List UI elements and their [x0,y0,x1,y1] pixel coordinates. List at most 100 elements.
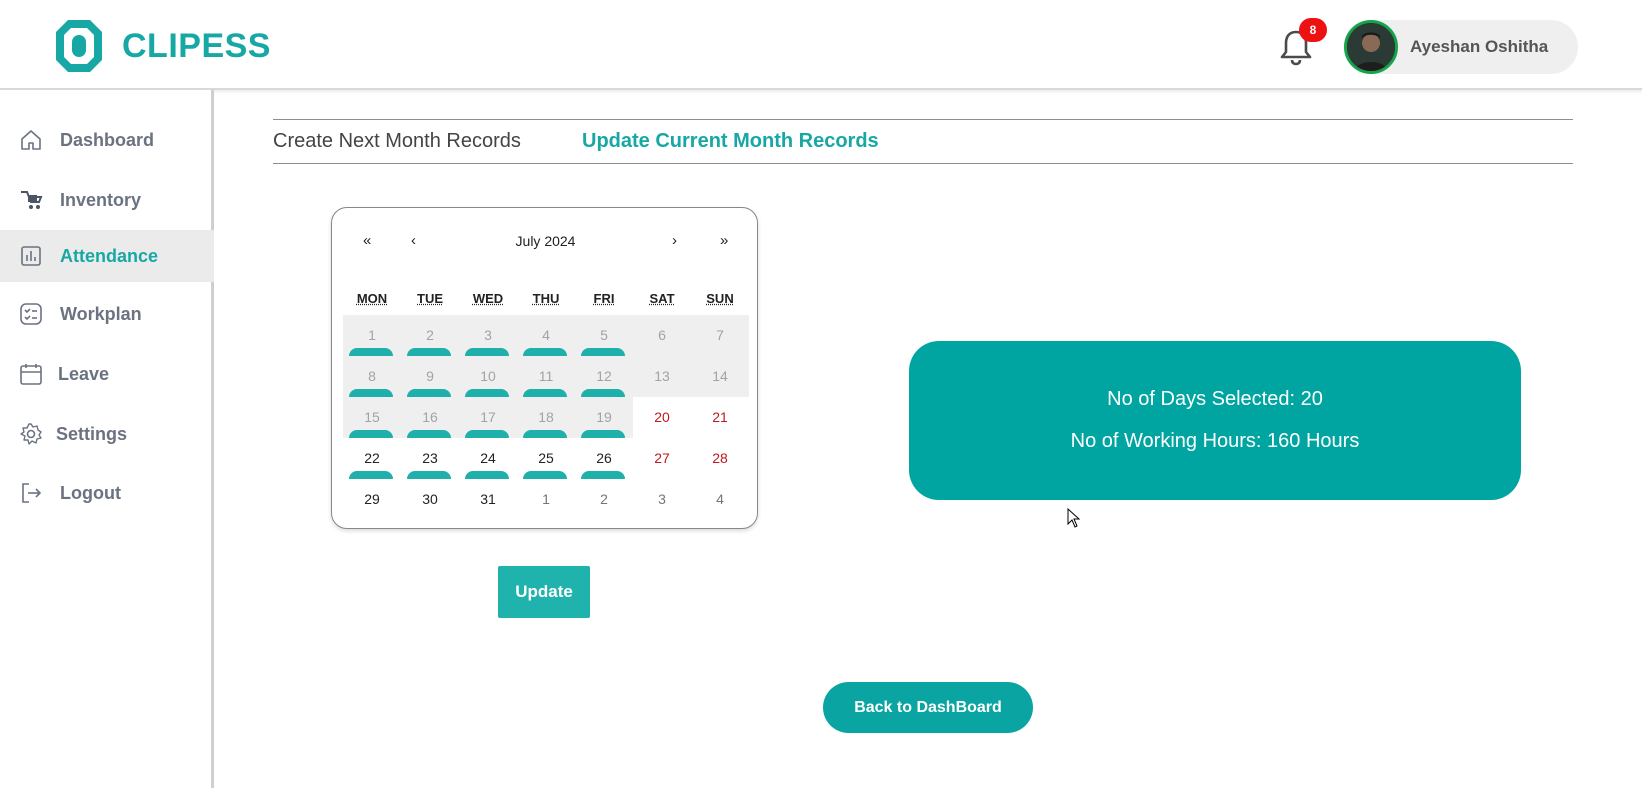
day-number: 2 [426,327,434,343]
selected-day-marker [465,389,509,397]
calendar-day[interactable]: 18 [517,397,575,438]
sidebar-item-settings[interactable]: Settings [0,408,214,460]
calendar-day[interactable]: 25 [517,438,575,479]
selected-day-marker [523,389,567,397]
sidebar-item-dashboard[interactable]: Dashboard [0,114,214,166]
sidebar-item-inventory[interactable]: Inventory [0,174,214,226]
calendar-day[interactable]: 15 [343,397,401,438]
calendar-day[interactable]: 17 [459,397,517,438]
month-label[interactable]: July 2024 [515,233,576,249]
calendar-day[interactable]: 26 [575,438,633,479]
calendar-day[interactable]: 1 [343,315,401,356]
calendar-day[interactable]: 14 [691,356,749,397]
calendar-day[interactable]: 1 [517,479,575,520]
selected-day-marker [465,348,509,356]
selected-day-marker [581,471,625,479]
sidebar: Dashboard Inventory Attendance Workplan … [0,90,214,788]
working-hours-text: No of Working Hours: 160 Hours [1070,430,1360,452]
day-number: 4 [542,327,550,343]
day-number: 18 [538,409,554,425]
calendar-day[interactable]: 20 [633,397,691,438]
day-number: 13 [654,368,670,384]
calendar-day[interactable]: 28 [691,438,749,479]
update-button[interactable]: Update [498,566,590,618]
day-number: 26 [596,450,612,466]
calendar-day[interactable]: 6 [633,315,691,356]
calendar-day[interactable]: 30 [401,479,459,520]
day-number: 30 [422,491,438,507]
sidebar-item-label: Settings [56,423,128,444]
sidebar-item-label: Workplan [60,303,142,324]
summary-panel: No of Days Selected: 20 No of Working Ho… [909,341,1521,500]
selected-day-marker [581,348,625,356]
sidebar-item-logout[interactable]: Logout [0,467,214,519]
calendar-day[interactable]: 16 [401,397,459,438]
calendar: « ‹ July 2024 › » MON TUE WED THU FRI SAT SUN 1… [331,207,758,529]
weekday-header: MON [356,291,388,306]
next-year-button[interactable]: » [720,232,729,249]
calendar-day[interactable]: 9 [401,356,459,397]
gear-icon [20,423,42,445]
day-number: 16 [422,409,438,425]
calendar-day[interactable]: 11 [517,356,575,397]
calendar-day[interactable]: 19 [575,397,633,438]
brand-logo[interactable]: CLIPESS [54,18,271,74]
checklist-icon [20,303,42,325]
tab-update-current-month[interactable]: Update Current Month Records [582,130,879,152]
calendar-day[interactable]: 21 [691,397,749,438]
prev-month-button[interactable]: ‹ [411,232,416,249]
next-month-button[interactable]: › [672,232,677,249]
calendar-day[interactable]: 31 [459,479,517,520]
selected-day-marker [465,430,509,438]
calendar-day[interactable]: 8 [343,356,401,397]
day-number: 27 [654,450,670,466]
sidebar-item-label: Attendance [60,245,159,266]
weekday-header: FRI [593,291,615,306]
prev-year-button[interactable]: « [363,232,372,249]
tab-create-next-month[interactable]: Create Next Month Records [273,130,521,152]
back-to-dashboard-button[interactable]: Back to DashBoard [823,682,1033,733]
mouse-cursor-icon [1067,508,1081,528]
sidebar-item-attendance[interactable]: Attendance [0,230,214,282]
selected-day-marker [349,389,393,397]
calendar-day[interactable]: 5 [575,315,633,356]
selected-day-marker [407,471,451,479]
user-menu[interactable]: Ayeshan Oshitha [1344,20,1578,74]
calendar-day[interactable]: 27 [633,438,691,479]
calendar-day[interactable]: 29 [343,479,401,520]
calendar-day[interactable]: 4 [691,479,749,520]
day-number: 23 [422,450,438,466]
calendar-day[interactable]: 22 [343,438,401,479]
sidebar-item-leave[interactable]: Leave [0,348,214,400]
weekday-header: TUE [417,291,443,306]
calendar-day[interactable]: 2 [575,479,633,520]
calendar-day[interactable]: 7 [691,315,749,356]
selected-day-marker [523,430,567,438]
avatar [1344,20,1398,74]
inventory-icon [21,191,43,209]
selected-day-marker [407,348,451,356]
bar-chart-icon [21,246,41,266]
day-number: 17 [480,409,496,425]
weekday-header: SUN [706,291,734,306]
selected-day-marker [349,430,393,438]
sidebar-item-workplan[interactable]: Workplan [0,288,214,340]
user-name: Ayeshan Oshitha [1410,37,1549,56]
selected-day-marker [581,389,625,397]
home-icon [21,130,41,150]
calendar-day[interactable]: 2 [401,315,459,356]
calendar-day[interactable]: 24 [459,438,517,479]
day-number: 4 [716,491,724,507]
calendar-day[interactable]: 10 [459,356,517,397]
weekday-header: THU [532,291,560,306]
day-number: 21 [712,409,728,425]
day-number: 15 [364,409,380,425]
calendar-day[interactable]: 13 [633,356,691,397]
calendar-day[interactable]: 3 [459,315,517,356]
calendar-day[interactable]: 23 [401,438,459,479]
calendar-day[interactable]: 3 [633,479,691,520]
calendar-day[interactable]: 4 [517,315,575,356]
selected-day-marker [349,471,393,479]
calendar-day[interactable]: 12 [575,356,633,397]
day-number: 1 [542,491,550,507]
